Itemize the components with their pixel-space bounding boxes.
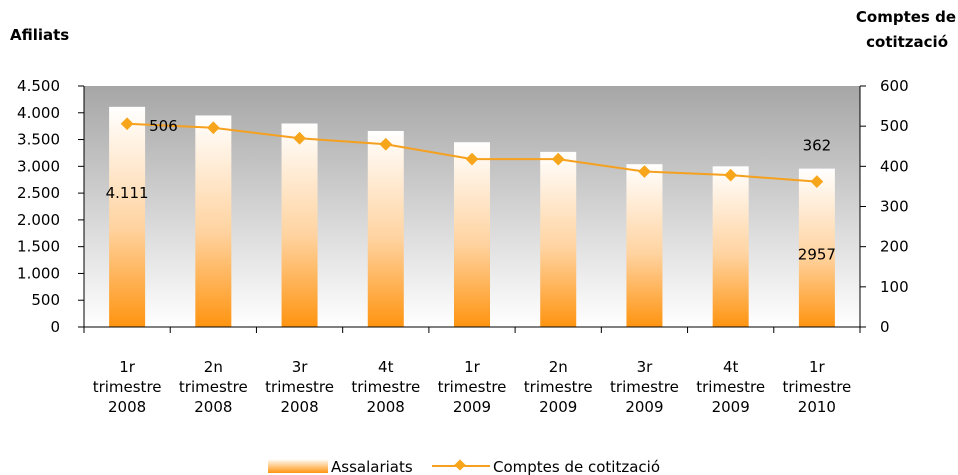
right-axis-title-line-1: Comptes de xyxy=(856,8,956,26)
x-tick-label: trimestre xyxy=(93,378,162,396)
x-tick-label: 4t xyxy=(723,358,739,376)
left-tick-label: 2.000 xyxy=(17,211,60,229)
x-tick-label: 2009 xyxy=(625,398,663,416)
x-tick-label: 2008 xyxy=(367,398,405,416)
left-tick-label: 2.500 xyxy=(17,184,60,202)
left-tick-label: 0 xyxy=(50,318,60,336)
left-tick-label: 1.500 xyxy=(17,238,60,256)
x-tick-label: 2009 xyxy=(453,398,491,416)
x-tick-label: trimestre xyxy=(438,378,507,396)
x-tick-label: 2008 xyxy=(280,398,318,416)
right-tick-label: 600 xyxy=(880,77,909,95)
right-axis-title-line-2: cotització xyxy=(866,33,948,51)
legend: Assalariats Comptes de cotització xyxy=(268,458,660,475)
data-labels: 4.111 2957 506 362 xyxy=(106,117,836,264)
left-tick-label: 4.000 xyxy=(17,104,60,122)
x-tick-label: 1r xyxy=(119,358,136,376)
x-tick-label: trimestre xyxy=(265,378,334,396)
x-tick-label: 2n xyxy=(204,358,223,376)
right-tick-label: 100 xyxy=(880,278,909,296)
x-tick-label: 2008 xyxy=(194,398,232,416)
bar-data-label: 4.111 xyxy=(106,184,149,202)
line-data-label: 506 xyxy=(149,117,178,135)
line-point-4 xyxy=(379,137,393,151)
bar-3 xyxy=(281,123,318,327)
x-tick-labels: 1r trimestre 2008 2n trimestre 2008 3r trimestr… xyxy=(93,358,852,416)
x-tick-label: 3r xyxy=(292,358,309,376)
left-tick-label: 4.500 xyxy=(17,77,60,95)
x-tick-label: 2n xyxy=(549,358,568,376)
line-point-3 xyxy=(293,131,306,145)
bar-2 xyxy=(195,115,232,327)
bar-1 xyxy=(109,106,146,327)
bar-8 xyxy=(712,166,749,327)
left-tick-label: 3.500 xyxy=(17,131,60,149)
x-tick-label: trimestre xyxy=(696,378,765,396)
x-tick-label: 4t xyxy=(378,358,394,376)
bar-7 xyxy=(626,164,663,327)
right-tick-label: 200 xyxy=(880,238,909,256)
bar-data-label: 2957 xyxy=(798,246,836,264)
left-tick-label: 1.000 xyxy=(17,264,60,282)
line-point-2 xyxy=(206,121,220,135)
legend-swatch-marker xyxy=(454,459,466,471)
line-data-label: 362 xyxy=(803,136,832,154)
axes: 0 500 1.000 1.500 2.000 2.500 3.000 3.500 4.000 4… xyxy=(17,77,909,336)
right-tick-label: 400 xyxy=(880,157,909,175)
legend-label-assalariats: Assalariats xyxy=(331,458,413,475)
right-tick-label: 500 xyxy=(880,117,909,135)
legend-swatch-assalariats xyxy=(268,459,328,473)
line-series xyxy=(120,117,824,188)
bar-6 xyxy=(540,151,577,327)
x-tick-label: trimestre xyxy=(782,378,851,396)
left-axis-title: Afiliats xyxy=(10,26,69,44)
x-tick-label: 2009 xyxy=(712,398,750,416)
left-tick-label: 500 xyxy=(31,291,60,309)
x-tick-label: 1r xyxy=(464,358,481,376)
bar-4 xyxy=(367,130,404,327)
right-tick-label: 0 xyxy=(880,318,890,336)
x-tick-label: trimestre xyxy=(179,378,248,396)
bar-5 xyxy=(454,142,490,327)
x-tick-label: trimestre xyxy=(524,378,593,396)
x-tick-label: 3r xyxy=(637,358,654,376)
legend-label-comptes: Comptes de cotització xyxy=(493,458,660,475)
x-tick-label: 2010 xyxy=(798,398,836,416)
bar-9 xyxy=(798,168,835,327)
left-tick-label: 3.000 xyxy=(17,157,60,175)
x-tick-label: 2008 xyxy=(108,398,146,416)
x-tick-label: 1r xyxy=(809,358,826,376)
x-tick-label: trimestre xyxy=(351,378,420,396)
line-point-5 xyxy=(465,152,479,166)
x-tick-label: trimestre xyxy=(610,378,679,396)
bar-series xyxy=(109,106,835,327)
x-tick-label: 2009 xyxy=(539,398,577,416)
right-tick-label: 300 xyxy=(880,198,909,216)
